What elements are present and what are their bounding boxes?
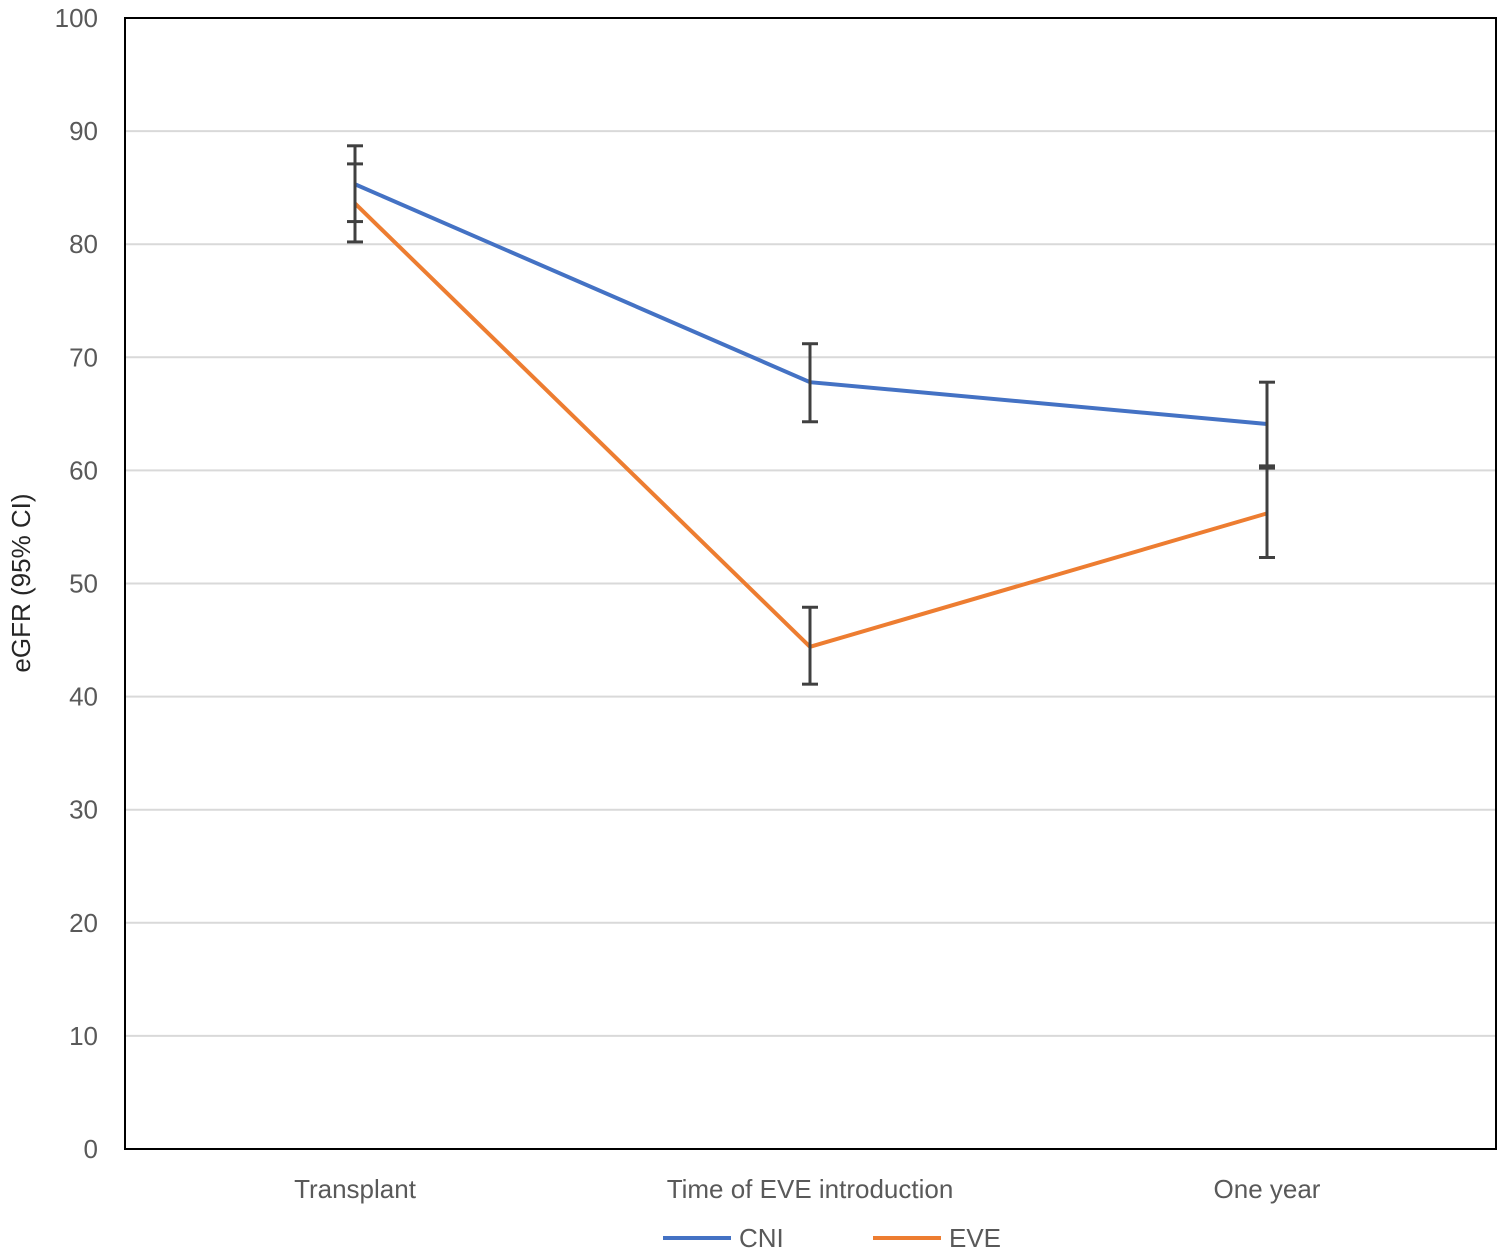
y-tick-label: 90 [69,116,98,146]
series-line-eve [353,202,1268,649]
y-tick-label: 70 [69,342,98,372]
x-tick-labels: Transplant Time of EVE introduction One ye… [294,1174,1321,1204]
error-bar-eve [802,605,818,686]
plot-area-border [124,17,1497,1150]
legend-item-cni: CNI [663,1223,784,1253]
x-tick-label: One year [1214,1174,1321,1204]
y-tick-label: 20 [69,908,98,938]
y-axis-title: eGFR (95% CI) [6,493,36,672]
x-tick-label: Transplant [294,1174,417,1204]
legend-label: EVE [949,1223,1001,1253]
y-tick-label: 100 [55,3,98,33]
y-tick-label: 40 [69,682,98,712]
legend: CNI EVE [663,1223,1001,1253]
y-tick-label: 30 [69,795,98,825]
gridlines [125,130,1496,1037]
y-tick-label: 10 [69,1021,98,1051]
series-layer [347,144,1275,686]
y-tick-label: 60 [69,455,98,485]
error-bar-cni [802,342,818,424]
legend-label: CNI [739,1223,784,1253]
error-bar-eve [1259,466,1275,559]
x-tick-label: Time of EVE introduction [667,1174,954,1204]
y-tick-label: 80 [69,229,98,259]
y-tick-labels: 0 10 20 30 40 50 60 70 80 90 100 [55,3,98,1164]
error-bar-eve [347,162,363,244]
y-tick-label: 0 [84,1134,98,1164]
y-tick-label: 50 [69,569,98,599]
legend-item-eve: EVE [873,1223,1001,1253]
